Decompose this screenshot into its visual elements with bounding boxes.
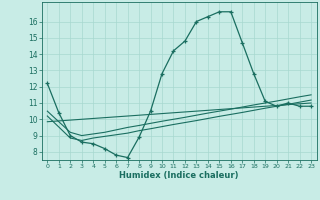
X-axis label: Humidex (Indice chaleur): Humidex (Indice chaleur): [119, 171, 239, 180]
